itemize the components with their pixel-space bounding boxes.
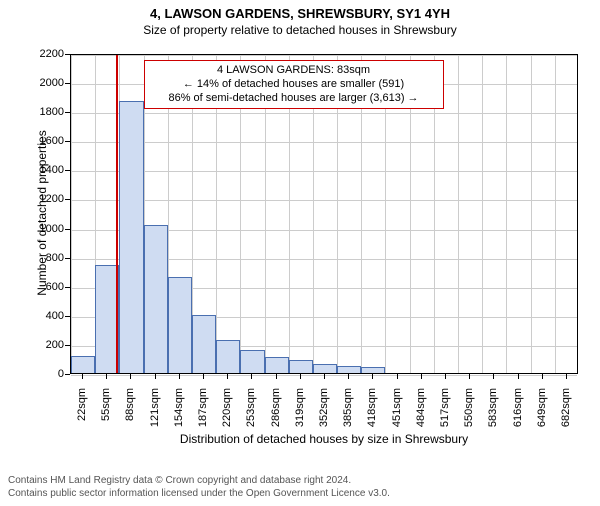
x-tick-label: 649sqm bbox=[536, 388, 548, 438]
histogram-bar bbox=[361, 367, 385, 373]
x-tick-label: 121sqm bbox=[149, 388, 161, 438]
x-tick-label: 154sqm bbox=[173, 388, 185, 438]
x-tick-mark bbox=[421, 374, 422, 379]
x-tick-label: 484sqm bbox=[415, 388, 427, 438]
y-tick-label: 1600 bbox=[24, 135, 64, 147]
x-tick-label: 253sqm bbox=[245, 388, 257, 438]
grid-vertical bbox=[506, 55, 507, 373]
x-tick-label: 583sqm bbox=[487, 388, 499, 438]
x-tick-mark bbox=[82, 374, 83, 379]
y-tick-label: 1400 bbox=[24, 164, 64, 176]
x-tick-label: 286sqm bbox=[270, 388, 282, 438]
y-tick-label: 0 bbox=[24, 368, 64, 380]
grid-vertical bbox=[531, 55, 532, 373]
x-tick-mark bbox=[130, 374, 131, 379]
x-tick-mark bbox=[179, 374, 180, 379]
histogram-bar bbox=[168, 277, 192, 373]
y-tick-label: 2000 bbox=[24, 77, 64, 89]
x-tick-mark bbox=[493, 374, 494, 379]
footer-line1: Contains HM Land Registry data © Crown c… bbox=[8, 474, 390, 487]
x-tick-label: 550sqm bbox=[463, 388, 475, 438]
x-tick-mark bbox=[566, 374, 567, 379]
y-tick-mark bbox=[65, 141, 70, 142]
histogram-bar bbox=[71, 356, 95, 373]
y-tick-label: 1000 bbox=[24, 223, 64, 235]
histogram-bar bbox=[265, 357, 289, 373]
histogram-bar bbox=[144, 225, 168, 373]
x-tick-label: 220sqm bbox=[221, 388, 233, 438]
grid-vertical bbox=[458, 55, 459, 373]
grid-horizontal bbox=[71, 113, 577, 114]
y-tick-label: 800 bbox=[24, 252, 64, 264]
x-tick-mark bbox=[276, 374, 277, 379]
annotation-line2: ← 14% of detached houses are smaller (59… bbox=[151, 78, 437, 92]
x-tick-label: 55sqm bbox=[100, 388, 112, 438]
x-tick-mark bbox=[348, 374, 349, 379]
x-tick-mark bbox=[397, 374, 398, 379]
histogram-bar bbox=[119, 101, 143, 373]
y-tick-mark bbox=[65, 345, 70, 346]
y-tick-label: 1200 bbox=[24, 193, 64, 205]
y-tick-mark bbox=[65, 316, 70, 317]
y-tick-label: 600 bbox=[24, 281, 64, 293]
grid-horizontal bbox=[71, 55, 577, 56]
chart-area: Number of detached properties Distributi… bbox=[0, 6, 600, 506]
x-tick-label: 418sqm bbox=[366, 388, 378, 438]
y-tick-label: 200 bbox=[24, 339, 64, 351]
x-tick-label: 616sqm bbox=[512, 388, 524, 438]
x-tick-label: 682sqm bbox=[560, 388, 572, 438]
histogram-bar bbox=[216, 340, 240, 373]
y-tick-mark bbox=[65, 199, 70, 200]
x-tick-label: 352sqm bbox=[318, 388, 330, 438]
histogram-bar bbox=[240, 350, 264, 373]
grid-vertical bbox=[555, 55, 556, 373]
y-tick-mark bbox=[65, 229, 70, 230]
x-tick-label: 319sqm bbox=[294, 388, 306, 438]
y-tick-label: 1800 bbox=[24, 106, 64, 118]
x-tick-label: 385sqm bbox=[342, 388, 354, 438]
x-tick-label: 517sqm bbox=[439, 388, 451, 438]
x-tick-mark bbox=[324, 374, 325, 379]
x-tick-label: 22sqm bbox=[76, 388, 88, 438]
footer-line2: Contains public sector information licen… bbox=[8, 487, 390, 500]
x-tick-mark bbox=[106, 374, 107, 379]
x-tick-mark bbox=[203, 374, 204, 379]
x-tick-mark bbox=[518, 374, 519, 379]
y-tick-label: 400 bbox=[24, 310, 64, 322]
histogram-bar bbox=[337, 366, 361, 373]
x-tick-mark bbox=[227, 374, 228, 379]
x-tick-mark bbox=[251, 374, 252, 379]
property-marker-line bbox=[116, 55, 118, 373]
x-tick-mark bbox=[155, 374, 156, 379]
annotation-line3: 86% of semi-detached houses are larger (… bbox=[151, 92, 437, 106]
y-tick-label: 2200 bbox=[24, 48, 64, 60]
grid-horizontal bbox=[71, 200, 577, 201]
x-tick-mark bbox=[372, 374, 373, 379]
grid-vertical bbox=[482, 55, 483, 373]
annotation-box: 4 LAWSON GARDENS: 83sqm ← 14% of detache… bbox=[144, 60, 444, 109]
y-tick-mark bbox=[65, 258, 70, 259]
footer-attribution: Contains HM Land Registry data © Crown c… bbox=[8, 474, 390, 500]
y-tick-mark bbox=[65, 287, 70, 288]
y-tick-mark bbox=[65, 112, 70, 113]
x-tick-label: 88sqm bbox=[124, 388, 136, 438]
x-tick-label: 187sqm bbox=[197, 388, 209, 438]
grid-vertical bbox=[71, 55, 72, 373]
y-tick-mark bbox=[65, 83, 70, 84]
y-tick-mark bbox=[65, 54, 70, 55]
annotation-line1: 4 LAWSON GARDENS: 83sqm bbox=[151, 64, 437, 78]
histogram-bar bbox=[313, 364, 337, 373]
x-tick-mark bbox=[445, 374, 446, 379]
grid-horizontal bbox=[71, 142, 577, 143]
x-tick-mark bbox=[300, 374, 301, 379]
x-tick-mark bbox=[469, 374, 470, 379]
grid-horizontal bbox=[71, 171, 577, 172]
histogram-bar bbox=[289, 360, 313, 373]
y-tick-mark bbox=[65, 374, 70, 375]
x-tick-label: 451sqm bbox=[391, 388, 403, 438]
histogram-bar bbox=[192, 315, 216, 373]
y-tick-mark bbox=[65, 170, 70, 171]
x-tick-mark bbox=[542, 374, 543, 379]
